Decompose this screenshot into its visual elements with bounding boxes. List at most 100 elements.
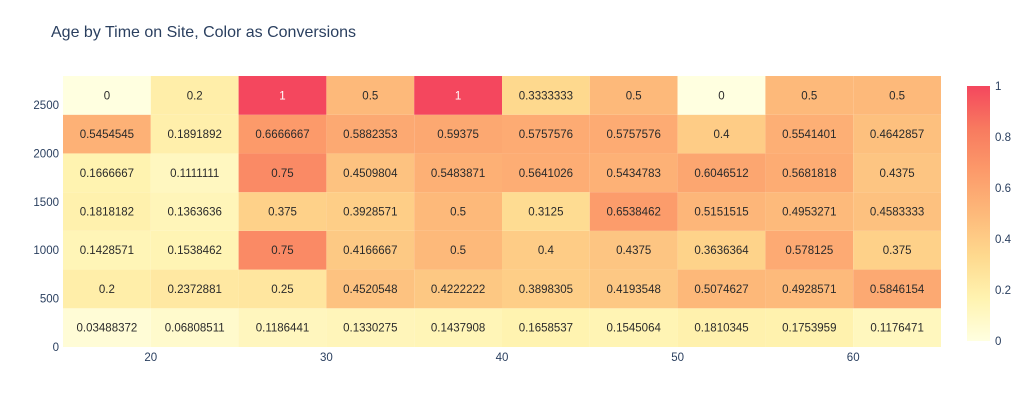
- heatmap-cell[interactable]: [502, 76, 590, 115]
- cell-value-label: 0.2: [187, 90, 203, 102]
- heatmap-cell[interactable]: [677, 230, 766, 270]
- heatmap-cell[interactable]: [502, 269, 590, 309]
- heatmap-cell[interactable]: [326, 230, 415, 270]
- heatmap-cell[interactable]: [238, 114, 327, 154]
- heatmap-cell[interactable]: [63, 153, 151, 193]
- cell-value-label: 0.1545064: [607, 323, 662, 335]
- heatmap-cell[interactable]: [853, 153, 941, 193]
- heatmap-cell[interactable]: [238, 76, 327, 115]
- heatmap-cell[interactable]: [765, 269, 854, 309]
- cell-value-label: 0.5641026: [519, 168, 573, 180]
- heatmap-cell[interactable]: [150, 153, 239, 193]
- cell-value-label: 0.1176471: [870, 323, 924, 335]
- cell-value-label: 0.578125: [785, 245, 833, 257]
- heatmap-cell[interactable]: [765, 76, 854, 115]
- heatmap-cell[interactable]: [765, 230, 854, 270]
- cell-value-label: 0.5541401: [782, 129, 836, 141]
- heatmap-cell[interactable]: [150, 269, 239, 309]
- heatmap-cell[interactable]: [150, 114, 239, 154]
- colorbar-tick-label: 1: [995, 81, 1001, 93]
- heatmap-cell[interactable]: [150, 308, 239, 347]
- x-tick-label: 30: [320, 352, 333, 364]
- heatmap-cell[interactable]: [326, 153, 415, 193]
- x-tick-label: 50: [671, 352, 684, 364]
- heatmap-cell[interactable]: [326, 192, 415, 231]
- heatmap-cell[interactable]: [589, 230, 678, 270]
- heatmap-cell[interactable]: [238, 308, 327, 347]
- heatmap-cell[interactable]: [414, 308, 502, 347]
- heatmap-cell[interactable]: [238, 192, 327, 231]
- heatmap-cell-labels: 0.03488372 0.06808511 0.1186441 0.1330275 0.…: [77, 90, 925, 334]
- heatmap-cell[interactable]: [238, 230, 327, 270]
- cell-value-label: 0.3125: [528, 207, 563, 219]
- heatmap-cell[interactable]: [589, 192, 678, 231]
- colorbar-tick-label: 0: [995, 336, 1001, 348]
- heatmap-cell[interactable]: [238, 153, 327, 193]
- heatmap-cell[interactable]: [326, 269, 415, 309]
- heatmap-cell[interactable]: [765, 153, 854, 193]
- heatmap-cell[interactable]: [63, 308, 151, 347]
- heatmap-cell[interactable]: [853, 76, 941, 115]
- heatmap-cell[interactable]: [414, 230, 502, 270]
- heatmap-cell[interactable]: [677, 308, 766, 347]
- heatmap-cell[interactable]: [853, 269, 941, 309]
- cell-value-label: 0.5: [889, 90, 905, 102]
- heatmap-cell[interactable]: [677, 153, 766, 193]
- heatmap-cell[interactable]: [677, 76, 766, 115]
- cell-value-label: 0.1658537: [519, 323, 573, 335]
- heatmap-cell[interactable]: [326, 76, 415, 115]
- heatmap-cell[interactable]: [589, 153, 678, 193]
- heatmap-cell[interactable]: [589, 76, 678, 115]
- heatmap-cell[interactable]: [414, 153, 502, 193]
- heatmap-cell[interactable]: [63, 230, 151, 270]
- cell-value-label: 0.5882353: [343, 129, 397, 141]
- cell-value-label: 0.3898305: [519, 284, 573, 296]
- heatmap-cell[interactable]: [502, 192, 590, 231]
- heatmap-cell[interactable]: [765, 192, 854, 231]
- heatmap-cell[interactable]: [502, 230, 590, 270]
- cell-value-label: 0.3928571: [343, 207, 397, 219]
- heatmap-cell[interactable]: [238, 269, 327, 309]
- heatmap-cell[interactable]: [677, 114, 766, 154]
- heatmap-cell[interactable]: [502, 308, 590, 347]
- heatmap-cell[interactable]: [63, 76, 151, 115]
- heatmap-cell[interactable]: [677, 192, 766, 231]
- cell-value-label: 0.5: [362, 90, 378, 102]
- colorbar[interactable]: 0 0.2 0.4 0.6 0.8 1: [967, 81, 1012, 348]
- heatmap-cell[interactable]: [589, 308, 678, 347]
- heatmap-cell[interactable]: [326, 114, 415, 154]
- heatmap-cell[interactable]: [677, 269, 766, 309]
- heatmap-cell[interactable]: [326, 308, 415, 347]
- cell-value-label: 0.1428571: [80, 245, 134, 257]
- cell-value-label: 0.375: [883, 245, 912, 257]
- heatmap-cell[interactable]: [414, 76, 502, 115]
- heatmap-cell[interactable]: [765, 114, 854, 154]
- heatmap-cell[interactable]: [414, 269, 502, 309]
- heatmap-cell[interactable]: [502, 153, 590, 193]
- heatmap-cell[interactable]: [63, 192, 151, 231]
- heatmap-cell[interactable]: [765, 308, 854, 347]
- heatmap-cell[interactable]: [63, 114, 151, 154]
- heatmap-cell[interactable]: [853, 308, 941, 347]
- heatmap-cell[interactable]: [150, 76, 239, 115]
- cell-value-label: 0.4193548: [607, 284, 661, 296]
- heatmap-cell[interactable]: [150, 192, 239, 231]
- cell-value-label: 0.5757576: [519, 129, 573, 141]
- heatmap-cells: [63, 76, 941, 347]
- heatmap-cell[interactable]: [853, 192, 941, 231]
- cell-value-label: 0.4: [538, 245, 555, 257]
- heatmap-cell[interactable]: [853, 230, 941, 270]
- heatmap-cell[interactable]: [63, 269, 151, 309]
- colorbar-gradient[interactable]: [967, 86, 990, 341]
- heatmap-cell[interactable]: [589, 114, 678, 154]
- heatmap-cell[interactable]: [502, 114, 590, 154]
- heatmap-cell[interactable]: [853, 114, 941, 154]
- heatmap-cell[interactable]: [589, 269, 678, 309]
- heatmap-cell[interactable]: [414, 192, 502, 231]
- cell-value-label: 0.1330275: [343, 323, 397, 335]
- cell-value-label: 0.4953271: [782, 207, 836, 219]
- heatmap-cell[interactable]: [414, 114, 502, 154]
- cell-value-label: 0.75: [271, 168, 293, 180]
- heatmap-cell[interactable]: [150, 230, 239, 270]
